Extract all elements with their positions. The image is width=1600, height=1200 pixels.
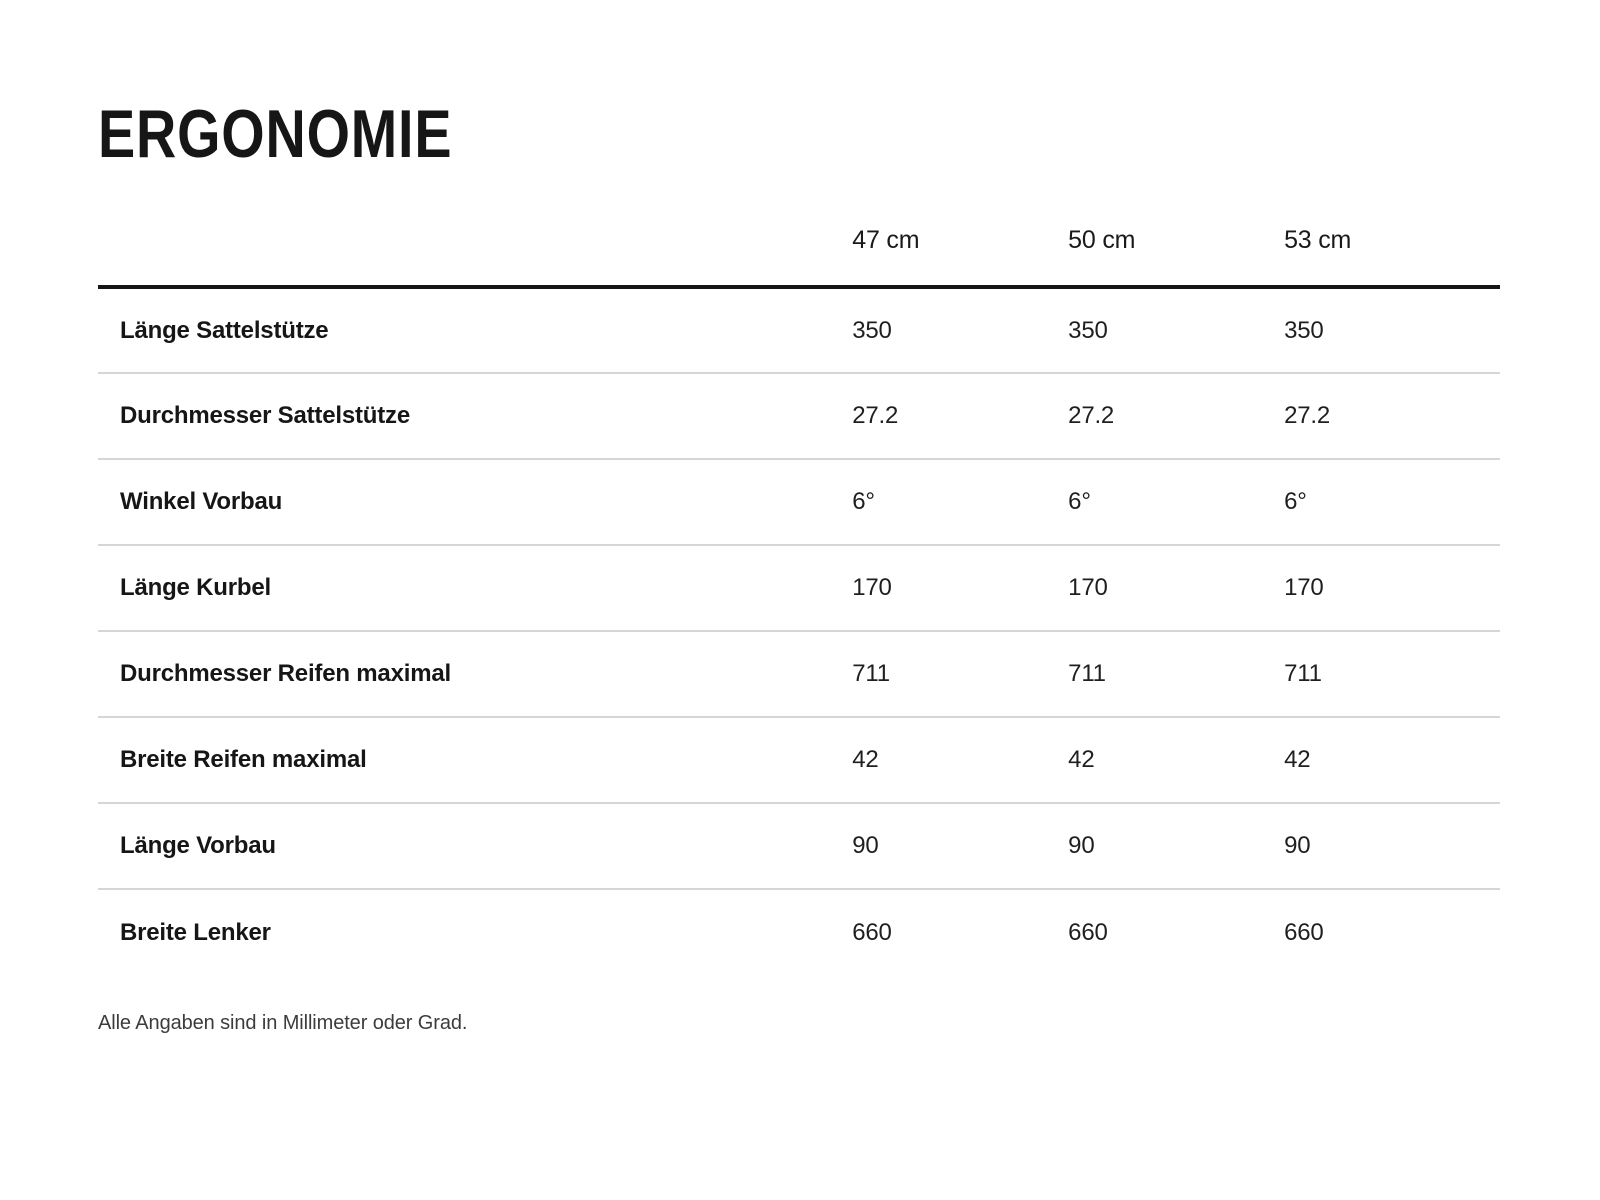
table-row: Länge Kurbel 170 170 170 [98,545,1500,631]
table-footnote: Alle Angaben sind in Millimeter oder Gra… [98,1012,468,1034]
table-row: Länge Vorbau 90 90 90 [98,803,1500,889]
row-value: 711 [852,660,890,687]
row-value: 27.2 [1068,402,1115,429]
row-label: Länge Sattelstütze [120,316,329,344]
row-label: Länge Vorbau [120,832,276,859]
row-value: 6° [1284,488,1307,515]
row-value: 170 [1068,574,1108,601]
row-value: 660 [1284,918,1324,946]
row-value: 711 [1284,660,1322,687]
row-value: 42 [852,746,879,773]
header-size-50: 50 cm [1068,226,1285,289]
row-label: Länge Kurbel [120,574,271,601]
row-value: 27.2 [852,402,899,429]
row-value: 660 [852,918,892,946]
row-value: 170 [852,574,892,601]
row-value: 711 [1068,660,1106,687]
row-value: 27.2 [1284,402,1330,429]
row-label: Breite Reifen maximal [120,746,367,773]
table-header: 47 cm 50 cm 53 cm [98,226,1500,289]
header-row: 47 cm 50 cm 53 cm [98,226,1500,289]
row-value: 90 [852,832,879,859]
row-label: Durchmesser Reifen maximal [120,660,451,687]
row-value: 6° [1068,488,1091,515]
table-row: Durchmesser Sattelstütze 27.2 27.2 27.2 [98,373,1500,459]
table-row: Winkel Vorbau 6° 6° 6° [98,459,1500,545]
row-label: Winkel Vorbau [120,488,283,515]
table-row: Breite Reifen maximal 42 42 42 [98,717,1500,803]
ergonomics-table: 47 cm 50 cm 53 cm Länge Sattelstütze 350 3… [98,226,1500,975]
table-row: Durchmesser Reifen maximal 711 711 711 [98,631,1500,717]
row-value: 6° [852,488,875,515]
row-value: 170 [1284,574,1324,601]
row-value: 90 [1284,832,1311,859]
table-row: Länge Sattelstütze 350 350 350 [98,287,1500,373]
row-value: 42 [1284,746,1311,773]
header-size-47: 47 cm [852,226,1069,289]
row-value: 42 [1068,746,1095,773]
row-label: Breite Lenker [120,918,271,946]
row-value: 350 [1284,316,1324,344]
row-value: 350 [1068,316,1108,344]
row-label: Durchmesser Sattelstütze [120,402,410,429]
header-spacer-cell [98,226,853,289]
row-value: 90 [1068,832,1095,859]
header-size-53: 53 cm [1284,226,1500,289]
table-row: Breite Lenker 660 660 660 [98,889,1500,975]
page-title: ERGONOMIE [98,96,453,172]
row-value: 350 [852,316,892,344]
row-value: 660 [1068,918,1108,946]
table-body: Länge Sattelstütze 350 350 350 Durchmesser S… [98,287,1500,975]
